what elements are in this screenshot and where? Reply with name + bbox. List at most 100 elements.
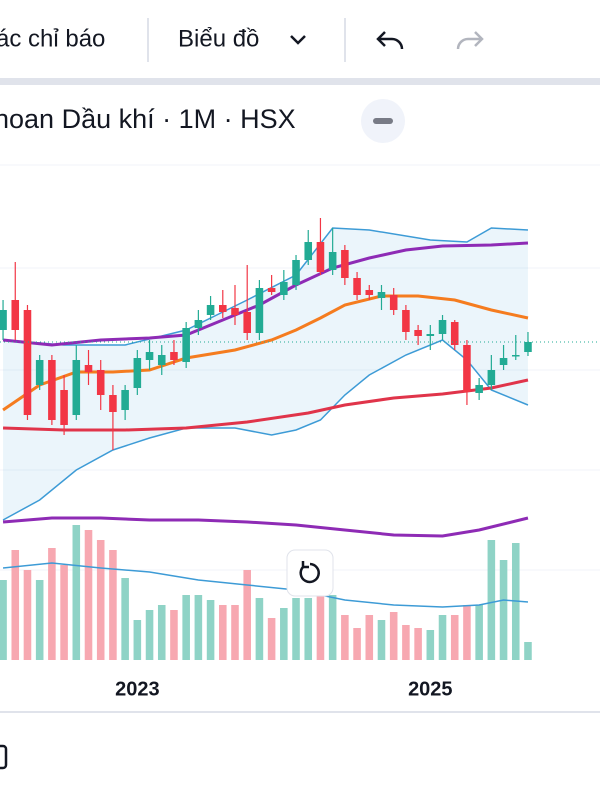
- volume-bar: [255, 598, 264, 660]
- candle-body: [426, 334, 435, 336]
- indicator-line: [3, 378, 529, 432]
- volume-bar: [438, 615, 447, 660]
- volume-bar: [170, 610, 178, 660]
- candle-body: [0, 310, 7, 330]
- candle-body: [219, 305, 227, 312]
- volume-bar: [377, 620, 386, 660]
- candle-body: [365, 290, 374, 295]
- volume-bar: [182, 595, 190, 660]
- volume-bar: [475, 605, 483, 660]
- reset-button[interactable]: [286, 549, 334, 597]
- chart-type-button[interactable]: Biểu đồ: [178, 25, 259, 52]
- candle-body: [524, 342, 532, 352]
- volume-bar: [316, 595, 325, 660]
- candle-body: [96, 370, 105, 395]
- indicator-line: [2, 339, 529, 521]
- symbol-title: hoan Dầu khí · 1M · HSX: [0, 104, 296, 134]
- volume-bar: [365, 615, 374, 660]
- indicator-line: [2, 241, 529, 347]
- plot: 2023 2025: [0, 218, 600, 700]
- x-tick-label: 2023: [115, 678, 160, 700]
- candle-body: [121, 390, 129, 410]
- volume-bar: [243, 570, 251, 660]
- volume-bar: [414, 628, 422, 660]
- candle-body: [499, 358, 508, 365]
- candle-body: [170, 352, 178, 360]
- volume-bar: [60, 565, 68, 660]
- candle-body: [463, 345, 471, 392]
- minus-icon: [373, 118, 393, 124]
- volume-bar: [194, 595, 203, 660]
- volume-bar: [206, 600, 215, 660]
- volume-bar: [328, 595, 337, 660]
- volume-bar: [426, 630, 435, 660]
- volume-bar: [231, 605, 239, 660]
- volume-bar: [84, 530, 93, 660]
- candle-body: [231, 308, 239, 315]
- volume-bar: [133, 620, 142, 660]
- volume-bar: [280, 608, 288, 660]
- volume-bar: [341, 615, 349, 660]
- volume-bar: [157, 605, 166, 660]
- volume-bar: [35, 580, 44, 660]
- volume-bar: [72, 525, 81, 660]
- candle-body: [414, 330, 422, 336]
- candle-body: [450, 322, 459, 345]
- undo-button[interactable]: [376, 31, 404, 50]
- volume-bar: [524, 642, 532, 660]
- candle-body: [194, 320, 203, 328]
- redo-button[interactable]: [456, 31, 484, 50]
- candle-body: [341, 250, 349, 278]
- candle-body: [60, 390, 68, 425]
- candle-body: [243, 312, 251, 333]
- candle-body: [206, 305, 215, 315]
- volume-bar: [109, 550, 117, 660]
- candle-body: [475, 385, 483, 393]
- volume-bar: [487, 540, 496, 660]
- tool-icon[interactable]: [0, 744, 8, 770]
- volume-bar: [499, 560, 508, 660]
- candle-body: [35, 360, 44, 385]
- candle-body: [267, 288, 276, 292]
- reset-icon: [299, 561, 320, 584]
- candle-body: [157, 355, 166, 365]
- candle-body: [316, 242, 325, 272]
- volume-bar: [463, 605, 471, 660]
- candle-body: [133, 358, 142, 388]
- candle-body: [23, 310, 32, 415]
- candle-body: [438, 320, 447, 334]
- candle-body: [109, 395, 117, 412]
- candle-body: [304, 242, 313, 260]
- candle-body: [11, 300, 20, 330]
- candle-body: [389, 295, 398, 310]
- indicator-line: [2, 294, 529, 412]
- volume-bar: [267, 618, 276, 660]
- candle-body: [377, 292, 386, 298]
- indicators-button[interactable]: ác chỉ báo: [0, 25, 105, 52]
- volume-bar: [0, 580, 7, 660]
- volume-bar: [353, 628, 361, 660]
- candle-body: [182, 328, 190, 362]
- candle-body: [84, 365, 93, 372]
- candle-body: [353, 278, 361, 295]
- volume-bar: [96, 540, 105, 660]
- candle-body: [280, 282, 288, 295]
- volume-bar: [389, 612, 398, 660]
- x-tick-label: 2025: [408, 678, 453, 700]
- candle-body: [255, 288, 264, 333]
- candle-body: [292, 260, 300, 285]
- volume-bar: [145, 610, 154, 660]
- candle-body: [402, 310, 410, 332]
- indicator-line: [2, 516, 529, 538]
- candle-body: [328, 252, 337, 270]
- volume-bar: [219, 605, 227, 660]
- candle-body: [48, 360, 56, 420]
- volume-bar: [292, 598, 300, 660]
- candle-body: [487, 370, 496, 385]
- volume-bar: [23, 570, 32, 660]
- volume-bar: [450, 615, 459, 660]
- volume-bar: [121, 578, 129, 660]
- separator: [0, 78, 600, 85]
